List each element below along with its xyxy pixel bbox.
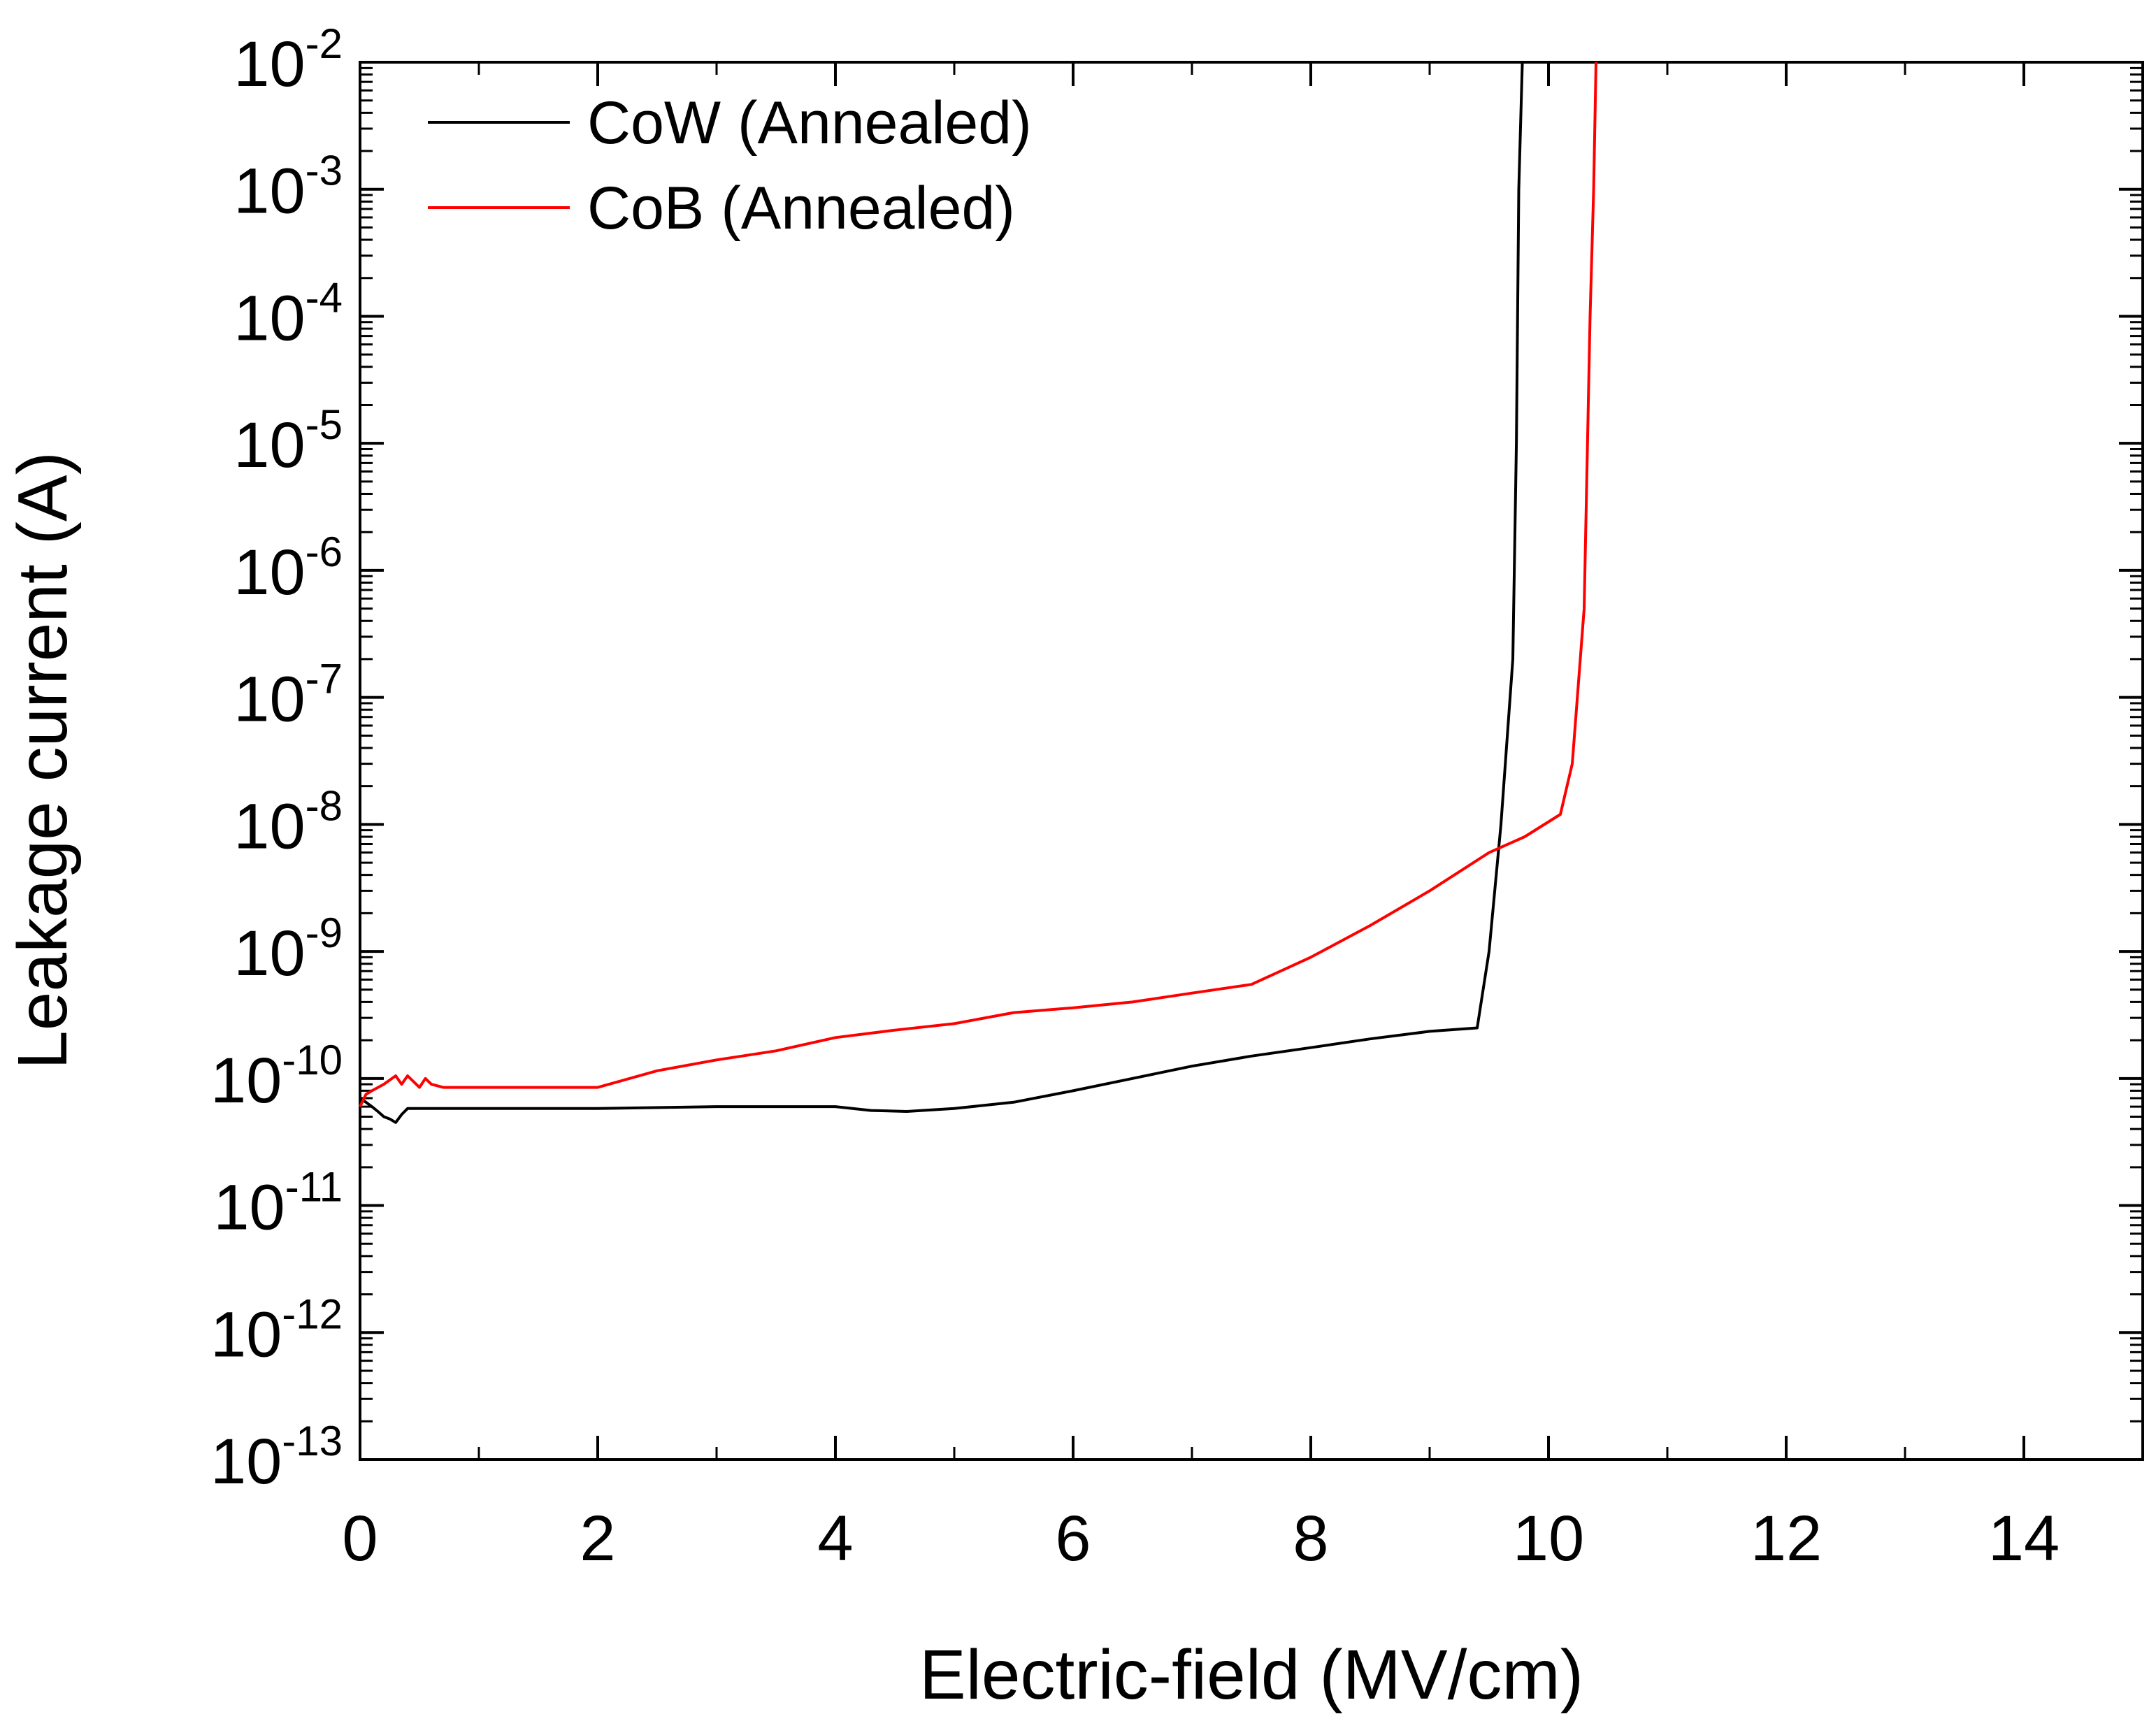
legend-label: CoB (Annealed): [587, 175, 1015, 242]
y-tick-exponent: -3: [306, 147, 343, 194]
y-tick-label: 10-3: [233, 147, 343, 227]
y-tick-label: 10-4: [233, 274, 343, 354]
y-tick-base: 10: [210, 1426, 282, 1497]
y-tick-labels: 10-1310-1210-1110-1010-910-810-710-610-5…: [210, 20, 343, 1497]
legend-label: CoW (Annealed): [587, 89, 1032, 157]
minor-ticks: [360, 62, 2143, 1460]
y-tick-exponent: -8: [306, 782, 343, 829]
y-tick-exponent: -13: [282, 1418, 343, 1464]
y-tick-base: 10: [233, 664, 305, 735]
x-tick-label: 2: [580, 1503, 615, 1574]
y-tick-base: 10: [233, 918, 305, 989]
y-tick-exponent: -5: [306, 401, 343, 448]
plot-frame: [359, 61, 2144, 1461]
y-tick-base: 10: [233, 791, 305, 862]
y-tick-base: 10: [233, 282, 305, 354]
y-tick-exponent: -10: [282, 1037, 343, 1083]
y-tick-label: 10-9: [233, 909, 343, 989]
x-tick-label: 10: [1513, 1503, 1584, 1574]
y-tick-exponent: -6: [306, 528, 343, 575]
legend: CoW (Annealed) CoB (Annealed): [428, 89, 1032, 242]
y-tick-exponent: -7: [306, 656, 343, 703]
y-tick-exponent: -12: [282, 1290, 343, 1337]
x-tick-label: 12: [1751, 1503, 1822, 1574]
x-tick-label: 4: [817, 1503, 853, 1574]
y-tick-base: 10: [213, 1172, 285, 1244]
y-tick-label: 10-12: [210, 1290, 343, 1370]
y-tick-base: 10: [233, 156, 305, 227]
y-tick-label: 10-5: [233, 401, 343, 481]
y-tick-label: 10-2: [233, 20, 343, 100]
y-tick-base: 10: [233, 537, 305, 608]
y-tick-label: 10-11: [213, 1164, 343, 1244]
y-tick-label: 10-8: [233, 782, 343, 862]
y-axis-title: Leakage current (A): [3, 452, 82, 1070]
y-tick-label: 10-7: [233, 656, 343, 735]
y-tick-exponent: -2: [306, 20, 343, 67]
y-tick-base: 10: [210, 1045, 282, 1116]
x-tick-label: 0: [342, 1503, 378, 1574]
y-tick-exponent: -9: [306, 909, 343, 956]
y-tick-exponent: -11: [285, 1164, 343, 1211]
series-line-cob: [359, 62, 1597, 1107]
y-tick-base: 10: [233, 29, 305, 100]
y-tick-exponent: -4: [306, 274, 343, 321]
x-axis-title: Electric-field (MV/cm): [919, 1636, 1583, 1714]
y-tick-label: 10-10: [210, 1037, 343, 1116]
major-ticks: [359, 61, 2143, 1461]
series-lines: [359, 62, 1597, 1124]
x-tick-label: 14: [1988, 1503, 2060, 1574]
y-tick-label: 10-13: [210, 1418, 343, 1497]
y-tick-base: 10: [210, 1299, 282, 1370]
y-tick-base: 10: [233, 410, 305, 481]
series-line-cow: [359, 62, 1524, 1124]
y-tick-label: 10-6: [233, 528, 343, 608]
x-tick-labels: 0 2 4 6 8 10 12 14: [342, 1503, 2060, 1574]
x-tick-label: 6: [1055, 1503, 1091, 1574]
x-tick-label: 8: [1293, 1503, 1328, 1574]
